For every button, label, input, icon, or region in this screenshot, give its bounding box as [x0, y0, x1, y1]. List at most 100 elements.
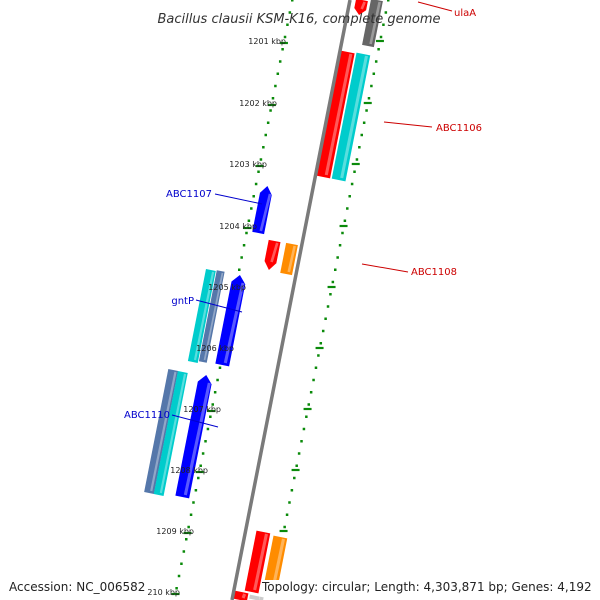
tick-dot [201, 452, 205, 455]
gene-feature-2[interactable] [362, 0, 383, 48]
tick-dot [285, 513, 289, 516]
tick-dot [199, 464, 202, 467]
tick-dot [300, 440, 303, 443]
scale-ticks [171, 0, 390, 596]
gene-shape [249, 594, 264, 600]
tick-dot [278, 60, 282, 63]
leader-line [171, 414, 219, 428]
tick-dot [324, 317, 327, 320]
gene-feature-4[interactable] [331, 52, 371, 182]
gene-highlight [241, 593, 247, 599]
genome-summary-text: Topology: circular; Length: 4,303,871 bp… [262, 580, 592, 594]
gene-highlight [223, 282, 245, 364]
tick-dot [370, 84, 373, 88]
gene-feature-11[interactable] [144, 369, 179, 494]
tick-dot [387, 0, 390, 2]
gene-highlight [203, 272, 224, 361]
gene-label-gntP[interactable]: gntP [171, 296, 194, 307]
gene-shape [215, 275, 246, 367]
gene-feature-10[interactable] [215, 275, 246, 367]
gene-highlight [193, 271, 215, 361]
tick-dot [182, 550, 186, 553]
tick-dot [245, 231, 248, 235]
tick-dot [237, 268, 241, 271]
gene-shape [187, 269, 216, 363]
gene-shape [362, 0, 383, 48]
gene-feature-5[interactable] [252, 186, 272, 235]
gene-shape [153, 371, 188, 496]
gene-feature-12[interactable] [153, 371, 188, 496]
gene-highlight [259, 193, 272, 232]
tick-dot [266, 121, 270, 124]
gene-label-ABC1108[interactable]: ABC1108 [411, 267, 457, 278]
gene-feature-16[interactable] [233, 590, 249, 600]
tick-dot [192, 501, 195, 504]
gene-feature-13[interactable] [175, 375, 212, 499]
accession-text: Accession: NC_006582 [9, 580, 146, 594]
tick-dot [382, 23, 385, 26]
tick-dot [204, 440, 207, 443]
gene-shape [233, 590, 249, 600]
tick-dot [184, 538, 188, 541]
tick-label-1206: 1206 kbp [196, 344, 234, 353]
gene-feature-6[interactable] [264, 239, 281, 270]
tick-label-1205: 1205 kbp [208, 283, 246, 292]
gene-highlight [183, 382, 211, 496]
gene-feature-8[interactable] [187, 269, 216, 363]
gene-feature-17[interactable] [249, 594, 264, 600]
tick-dot [286, 23, 289, 26]
tick-dot [283, 35, 287, 39]
gene-label-ABC1106[interactable]: ABC1106 [436, 123, 482, 134]
tick-dot [264, 133, 267, 137]
tick-dot [379, 35, 383, 39]
leader-line [383, 121, 433, 128]
tick-dot [250, 207, 253, 210]
tick-dot [367, 97, 371, 100]
tick-dot [336, 256, 339, 259]
tick-dot [365, 109, 368, 112]
tick-dot [290, 489, 294, 492]
tick-dot [329, 293, 332, 296]
tick-dot [218, 366, 222, 369]
tick-dot [254, 182, 258, 186]
gene-feature-14[interactable] [244, 530, 271, 594]
leader-line [417, 1, 453, 12]
tick-dot [213, 391, 217, 394]
tick-dot [288, 501, 291, 504]
tick-dot [247, 219, 251, 222]
tick-dot [194, 489, 198, 492]
tick-dot [276, 72, 280, 75]
gene-feature-1[interactable] [354, 0, 368, 15]
tick-dot [283, 525, 286, 529]
tick-dot [317, 354, 320, 357]
tick-dot [180, 562, 183, 565]
tick-dot [269, 109, 272, 112]
tick-dot [291, 0, 294, 2]
tick-dot [326, 305, 330, 308]
tick-label-1204: 1204 kbp [219, 222, 257, 231]
gene-highlight [369, 1, 381, 45]
gene-feature-9[interactable] [198, 270, 225, 363]
tick-dot [350, 182, 354, 186]
gene-highlight [360, 1, 366, 10]
tick-dot [257, 170, 260, 173]
tick-label-1202: 1202 kbp [239, 99, 277, 108]
leader-line [195, 299, 243, 313]
tick-dot [314, 366, 318, 369]
gene-label-ABC1110[interactable]: ABC1110 [124, 410, 170, 421]
gene-shape [354, 0, 368, 15]
tick-dot [242, 244, 246, 247]
gene-highlight [270, 242, 279, 263]
scale-labels: 1201 kbp 1202 kbp 1203 kbp 1204 kbp 1205… [147, 37, 286, 597]
gene-highlight [253, 533, 268, 591]
tick-dot [319, 342, 323, 345]
gene-label-ABC1107[interactable]: ABC1107 [166, 189, 212, 200]
tick-dot [312, 378, 315, 382]
gene-shape [280, 242, 298, 276]
gene-feature-7[interactable] [280, 242, 298, 276]
gene-label-ulaA[interactable]: ulaA [454, 8, 476, 19]
tick-dot [305, 415, 308, 418]
tick-dot [177, 574, 181, 578]
gene-feature-3[interactable] [316, 50, 355, 179]
